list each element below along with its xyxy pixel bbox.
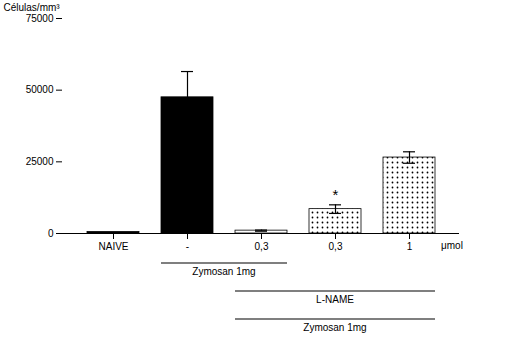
svg-text:Células/mm³: Células/mm³	[4, 2, 61, 13]
svg-text:50000: 50000	[26, 84, 54, 95]
svg-text:Zymosan 1mg: Zymosan 1mg	[303, 322, 366, 333]
svg-text:Zymosan 1mg: Zymosan 1mg	[192, 266, 255, 277]
svg-text:25000: 25000	[26, 156, 54, 167]
svg-text:NAIVE: NAIVE	[98, 241, 128, 252]
svg-text:μmol: μmol	[441, 240, 463, 251]
svg-text:0,3: 0,3	[329, 241, 343, 252]
svg-text:0: 0	[48, 228, 54, 239]
svg-text:L-NAME: L-NAME	[316, 294, 354, 305]
svg-text:75000: 75000	[26, 13, 54, 24]
svg-text:*: *	[333, 186, 339, 203]
svg-text:1: 1	[407, 241, 413, 252]
svg-text:-: -	[186, 241, 189, 252]
svg-text:0,3: 0,3	[255, 241, 269, 252]
